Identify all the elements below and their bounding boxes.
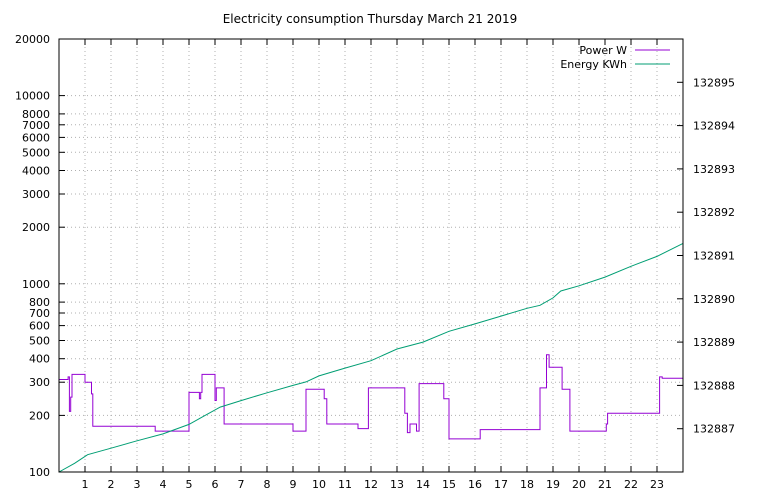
y2-tick-label: 132891 xyxy=(693,250,735,263)
legend-label-power-w: Power W xyxy=(579,44,627,57)
y-tick-label: 1000 xyxy=(22,278,50,291)
x-tick-label: 14 xyxy=(416,478,430,491)
x-tick-label: 4 xyxy=(160,478,167,491)
y-tick-label: 20000 xyxy=(15,33,50,46)
y-tick-label: 500 xyxy=(29,335,50,348)
series-group xyxy=(58,242,684,473)
y2-tick-label: 132892 xyxy=(693,206,735,219)
x-tick-label: 9 xyxy=(290,478,297,491)
x-tick-label: 11 xyxy=(338,478,352,491)
x-tick-label: 6 xyxy=(212,478,219,491)
y-tick-label: 4000 xyxy=(22,165,50,178)
x-tick-label: 3 xyxy=(134,478,141,491)
grid xyxy=(59,39,683,472)
x-tick-label: 2 xyxy=(108,478,115,491)
y2-tick-label: 132889 xyxy=(693,336,735,349)
x-tick-label: 18 xyxy=(520,478,534,491)
y2-tick-label: 132894 xyxy=(693,120,735,133)
y-tick-label: 3000 xyxy=(22,188,50,201)
x-tick-label: 23 xyxy=(650,478,664,491)
y-tick-label: 8000 xyxy=(22,108,50,121)
legend-label-energy-kwh: Energy KWh xyxy=(560,58,627,71)
y2-tick-label: 132893 xyxy=(693,163,735,176)
y-tick-label: 700 xyxy=(29,307,50,320)
y-tick-label: 200 xyxy=(29,409,50,422)
x-tick-label: 22 xyxy=(624,478,638,491)
axes: 1 2 3 4 5 6 7 8 9 10 11 12 13 14 15 16 17 18 19 20 21 22 23100… xyxy=(15,33,735,491)
chart-title: Electricity consumption Thursday March 2… xyxy=(223,12,518,26)
x-tick-label: 12 xyxy=(364,478,378,491)
y2-tick-label: 132895 xyxy=(693,76,735,89)
y-tick-label: 2000 xyxy=(22,221,50,234)
x-tick-label: 21 xyxy=(598,478,612,491)
y-tick-label: 800 xyxy=(29,296,50,309)
series-line-energy-kwh xyxy=(58,242,684,473)
x-tick-label: 19 xyxy=(546,478,560,491)
y-tick-label: 5000 xyxy=(22,146,50,159)
x-tick-label: 15 xyxy=(442,478,456,491)
x-tick-label: 17 xyxy=(494,478,508,491)
y-tick-label: 400 xyxy=(29,353,50,366)
y-tick-label: 100 xyxy=(29,466,50,479)
y-tick-label: 6000 xyxy=(22,131,50,144)
y2-tick-label: 132888 xyxy=(693,379,735,392)
x-tick-label: 13 xyxy=(390,478,404,491)
x-tick-label: 16 xyxy=(468,478,482,491)
x-tick-label: 20 xyxy=(572,478,586,491)
y-tick-label: 600 xyxy=(29,320,50,333)
y2-tick-label: 132887 xyxy=(693,423,735,436)
x-tick-label: 7 xyxy=(238,478,245,491)
x-tick-label: 1 xyxy=(82,478,89,491)
y-tick-label: 300 xyxy=(29,376,50,389)
x-tick-label: 10 xyxy=(312,478,326,491)
x-tick-label: 8 xyxy=(264,478,271,491)
y-tick-label: 7000 xyxy=(22,119,50,132)
y2-tick-label: 132890 xyxy=(693,293,735,306)
plot-border xyxy=(58,38,684,473)
series-line-power-w xyxy=(59,354,684,440)
x-tick-label: 5 xyxy=(186,478,193,491)
y-tick-label: 10000 xyxy=(15,90,50,103)
